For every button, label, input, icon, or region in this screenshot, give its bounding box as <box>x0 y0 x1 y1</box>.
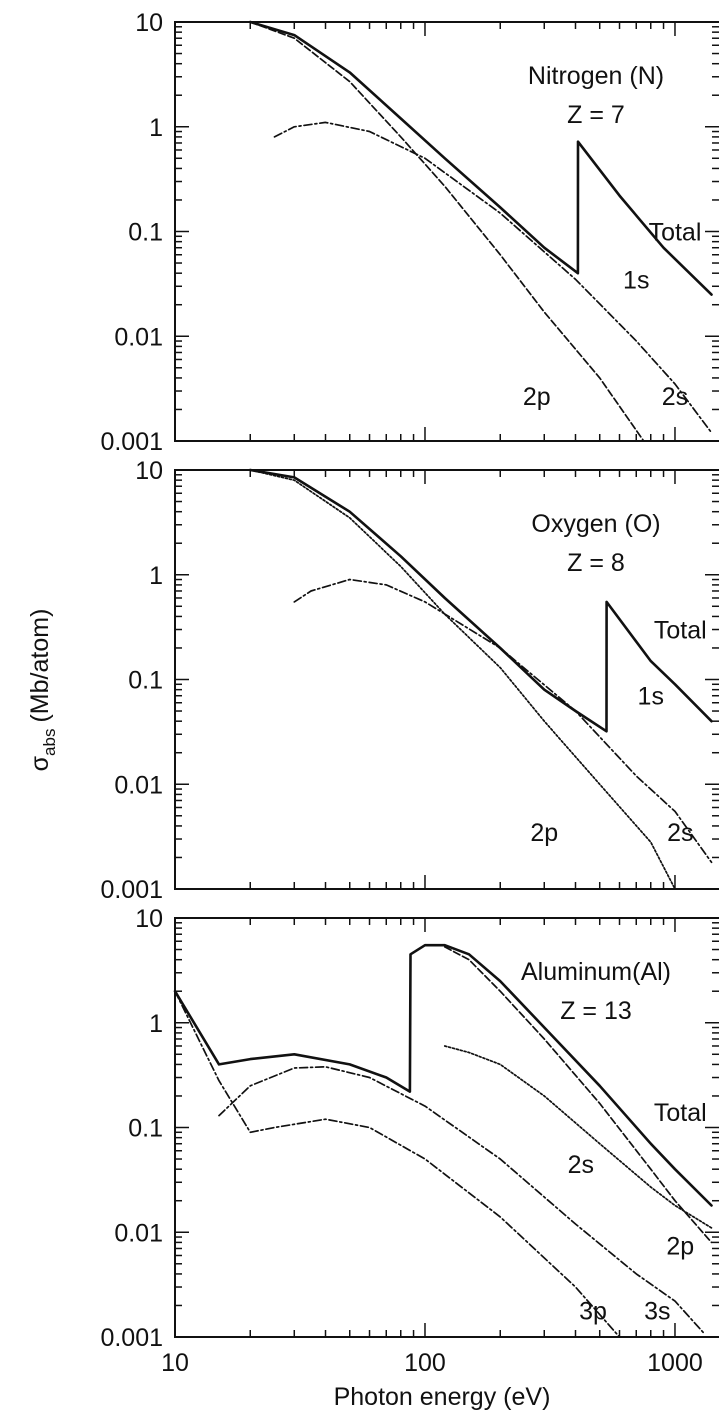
curve-label-aluminum-2s: 2s <box>568 1151 594 1179</box>
series-line-aluminum-total <box>173 943 713 1207</box>
curve-label-nitrogen-total: Total <box>649 219 702 247</box>
y-tick-label: 1 <box>149 1010 163 1038</box>
panel-element-name-oxygen: Oxygen (O) <box>531 510 660 538</box>
series-line-oxygen-2p <box>249 469 676 890</box>
y-tick-label: 0.1 <box>128 667 163 695</box>
curve-label-aluminum-3s: 3s <box>644 1297 670 1325</box>
curve-label-aluminum-total: Total <box>654 1099 707 1127</box>
series-line-oxygen-2s <box>293 578 713 864</box>
series-line-nitrogen-2p <box>249 21 645 442</box>
series-line-aluminum-3s <box>218 1065 705 1334</box>
y-tick-label: 1 <box>149 562 163 590</box>
x-tick-label: 10 <box>161 1349 189 1377</box>
curve-label-nitrogen-2p: 2p <box>523 383 551 411</box>
y-tick-label: 0.01 <box>114 771 163 799</box>
y-tick-label: 10 <box>135 905 163 933</box>
series-line-nitrogen-total <box>249 20 713 296</box>
y-tick-label: 0.001 <box>100 428 163 456</box>
panel-z-label-oxygen: Z = 8 <box>567 549 625 577</box>
series-line-aluminum-2s <box>443 1045 713 1229</box>
y-tick-label: 0.01 <box>114 323 163 351</box>
series-line-aluminum-3p <box>174 990 621 1338</box>
y-tick-label: 0.001 <box>100 1324 163 1352</box>
y-tick-label: 0.1 <box>128 219 163 247</box>
y-tick-label: 10 <box>135 9 163 37</box>
curve-label-nitrogen-2s: 2s <box>662 383 688 411</box>
y-tick-label: 10 <box>135 457 163 485</box>
panel-element-name-aluminum: Aluminum(Al) <box>521 958 671 986</box>
y-axis-title: σabs(Mb/atom) <box>26 609 59 772</box>
y-tick-label: 0.1 <box>128 1115 163 1143</box>
curve-label-oxygen-1s: 1s <box>638 683 664 711</box>
curve-label-oxygen-2p: 2p <box>530 819 558 847</box>
y-tick-label: 0.001 <box>100 876 163 904</box>
curve-label-nitrogen-1s: 1s <box>623 266 649 294</box>
panel-aluminum: 10 1 0.1 0.01 0.001 Total 2s 2p 3p 3s Aluminum(Al)… <box>100 905 719 1352</box>
curve-label-oxygen-2s: 2s <box>667 819 693 847</box>
panel-element-name-nitrogen: Nitrogen (N) <box>528 62 664 90</box>
y-tick-label: 0.01 <box>114 1219 163 1247</box>
curve-label-oxygen-total: Total <box>654 617 707 645</box>
x-tick-label: 100 <box>404 1349 446 1377</box>
series-line-aluminum-2p <box>443 946 713 1244</box>
x-tick-label: 1000 <box>647 1349 703 1377</box>
panel-oxygen: 10 1 0.1 0.01 0.001 Total 1s 2p 2s Oxygen (O) Z = … <box>100 457 719 904</box>
panel-z-label-nitrogen: Z = 7 <box>567 101 625 129</box>
y-tick-label: 1 <box>149 114 163 142</box>
curve-label-aluminum-3p: 3p <box>579 1297 607 1325</box>
series-line-oxygen-total <box>249 468 713 733</box>
series-line-nitrogen-2s <box>273 121 713 434</box>
panel-z-label-aluminum: Z = 13 <box>560 997 632 1025</box>
x-axis-title: Photon energy (eV) <box>334 1383 551 1411</box>
curve-label-aluminum-2p: 2p <box>666 1232 694 1260</box>
